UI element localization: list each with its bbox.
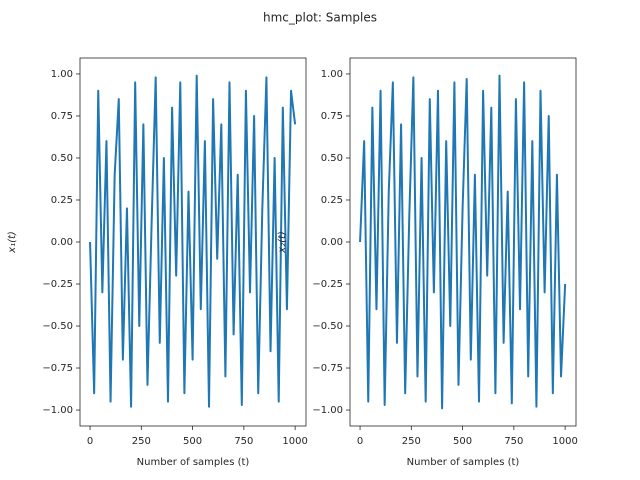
figure-title: hmc_plot: Samples [263, 11, 377, 25]
x-tick-label: 500 [453, 436, 472, 447]
y-tick-label: −0.75 [312, 363, 343, 374]
data-line [359, 74, 567, 410]
x-tick-label: 0 [357, 436, 363, 447]
y-tick-label: 0.50 [51, 153, 73, 164]
y-tick-label: 0.25 [51, 195, 73, 206]
y-tick-label: −0.50 [312, 321, 343, 332]
y-axis-label: x₁(t) [7, 231, 18, 254]
x-axis-label: Number of samples (t) [407, 457, 520, 468]
y-tick-label: −0.50 [42, 321, 73, 332]
x-tick-label: 1000 [282, 436, 307, 447]
axes-frame [79, 57, 307, 427]
data-line [89, 74, 297, 408]
y-tick-label: 0.00 [321, 237, 343, 248]
x-tick-label: 500 [183, 436, 202, 447]
y-tick-label: −0.25 [312, 279, 343, 290]
x-tick-label: 750 [504, 436, 523, 447]
y-tick-label: 1.00 [321, 69, 343, 80]
axes-frame [349, 57, 577, 427]
y-tick-label: −1.00 [312, 405, 343, 416]
x-tick-label: 250 [132, 436, 151, 447]
y-axis-label: x₂(t) [277, 231, 288, 254]
y-tick-label: −0.25 [42, 279, 73, 290]
x-axis-label: Number of samples (t) [137, 457, 250, 468]
x-tick-label: 1000 [552, 436, 577, 447]
y-tick-label: 1.00 [51, 69, 73, 80]
x-tick-label: 250 [402, 436, 421, 447]
y-tick-label: −0.75 [42, 363, 73, 374]
x-tick-label: 750 [234, 436, 253, 447]
y-tick-label: 0.25 [321, 195, 343, 206]
x-tick-label: 0 [87, 436, 93, 447]
y-tick-label: −1.00 [42, 405, 73, 416]
y-tick-label: 0.50 [321, 153, 343, 164]
y-tick-label: 0.00 [51, 237, 73, 248]
y-tick-label: 0.75 [321, 111, 343, 122]
y-tick-label: 0.75 [51, 111, 73, 122]
